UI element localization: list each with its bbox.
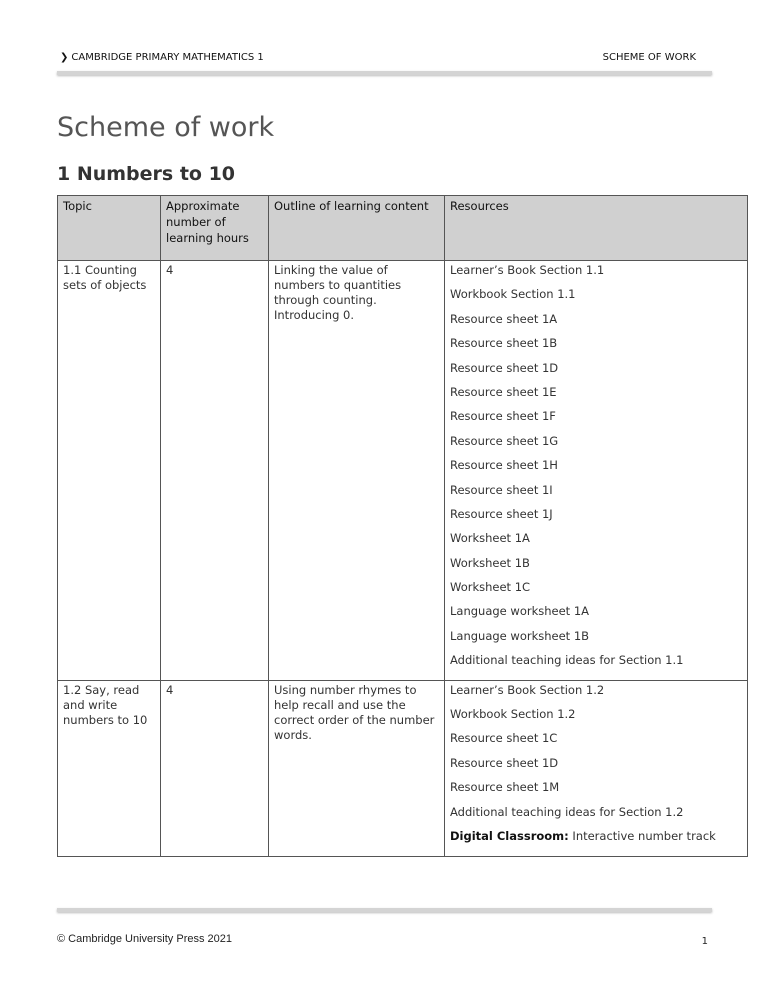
- digital-classroom-item: Digital Classroom: Interactive number tr…: [450, 829, 742, 853]
- outline-cell: Linking the value of numbers to quantiti…: [268, 260, 445, 681]
- resource-item: Resource sheet 1M: [450, 780, 560, 795]
- resource-item: Resource sheet 1D: [450, 755, 559, 770]
- resource-item: Additional teaching ideas for Section 1.…: [450, 653, 684, 668]
- digital-text: Interactive number track: [568, 828, 716, 843]
- resource-item: Workbook Section 1.2: [450, 707, 576, 722]
- resource-item: Resource sheet 1B: [450, 336, 558, 351]
- header-topic: Topic: [57, 195, 161, 261]
- copyright: © Cambridge University Press 2021: [57, 933, 233, 945]
- resource-item: Resource sheet 1G: [450, 433, 559, 448]
- resource-item: Workbook Section 1.1: [450, 287, 576, 302]
- resource-item: Learner’s Book Section 1.1: [450, 263, 605, 277]
- topic-cell: 1.1 Counting sets of objects: [57, 260, 161, 681]
- topic-cell: 1.2 Say, read and write numbers to 10: [57, 679, 161, 857]
- book-title: CAMBRIDGE PRIMARY MATHEMATICS 1: [71, 52, 264, 63]
- section-title: SCHEME OF WORK: [602, 52, 696, 63]
- chevron-right-icon: ❯: [60, 52, 69, 63]
- page-title: Scheme of work: [57, 112, 275, 143]
- resource-item: Worksheet 1C: [450, 580, 531, 595]
- unit-title: 1 Numbers to 10: [57, 163, 236, 185]
- resource-item: Worksheet 1B: [450, 555, 530, 570]
- resource-item: Learner’s Book Section 1.2: [450, 682, 605, 697]
- running-header: ❯ CAMBRIDGE PRIMARY MATHEMATICS 1 SCHEME …: [60, 52, 696, 63]
- resource-item: Resource sheet 1D: [450, 360, 559, 375]
- header-hours: Approximate number of learning hours: [160, 195, 269, 261]
- table-row: 1.2 Say, read and write numbers to 10 4 …: [57, 679, 748, 857]
- hours-cell: 4: [160, 679, 269, 857]
- resource-item: Resource sheet 1E: [450, 384, 557, 399]
- hours-cell: 4: [160, 260, 269, 681]
- outline-cell: Using number rhymes to help recall and u…: [268, 679, 445, 857]
- table-header-row: Topic Approximate number of learning hou…: [57, 195, 748, 261]
- resource-item: Language worksheet 1A: [450, 604, 590, 619]
- resource-item: Resource sheet 1H: [450, 458, 558, 473]
- resource-item: Additional teaching ideas for Section 1.…: [450, 804, 684, 819]
- resource-item: Resource sheet 1I: [450, 482, 553, 497]
- header-divider: [57, 71, 712, 75]
- resource-item: Language worksheet 1B: [450, 628, 590, 643]
- scheme-table: Topic Approximate number of learning hou…: [57, 195, 748, 857]
- resources-cell: Learner’s Book Section 1.1 Workbook Secti…: [444, 260, 748, 681]
- header-resources: Resources: [444, 195, 748, 261]
- page-number: 1: [701, 936, 708, 947]
- resource-item: Resource sheet 1A: [450, 311, 558, 326]
- digital-label: Digital Classroom:: [450, 828, 569, 843]
- resource-item: Resource sheet 1C: [450, 731, 558, 746]
- resource-item: Resource sheet 1J: [450, 506, 553, 521]
- header-outline: Outline of learning content: [268, 195, 445, 261]
- footer-divider: [57, 908, 712, 912]
- resource-item: Resource sheet 1F: [450, 409, 556, 424]
- table-row: 1.1 Counting sets of objects 4 Linking t…: [57, 260, 748, 681]
- resource-item: Worksheet 1A: [450, 531, 530, 546]
- resources-cell: Learner’s Book Section 1.2 Workbook Secti…: [444, 679, 748, 857]
